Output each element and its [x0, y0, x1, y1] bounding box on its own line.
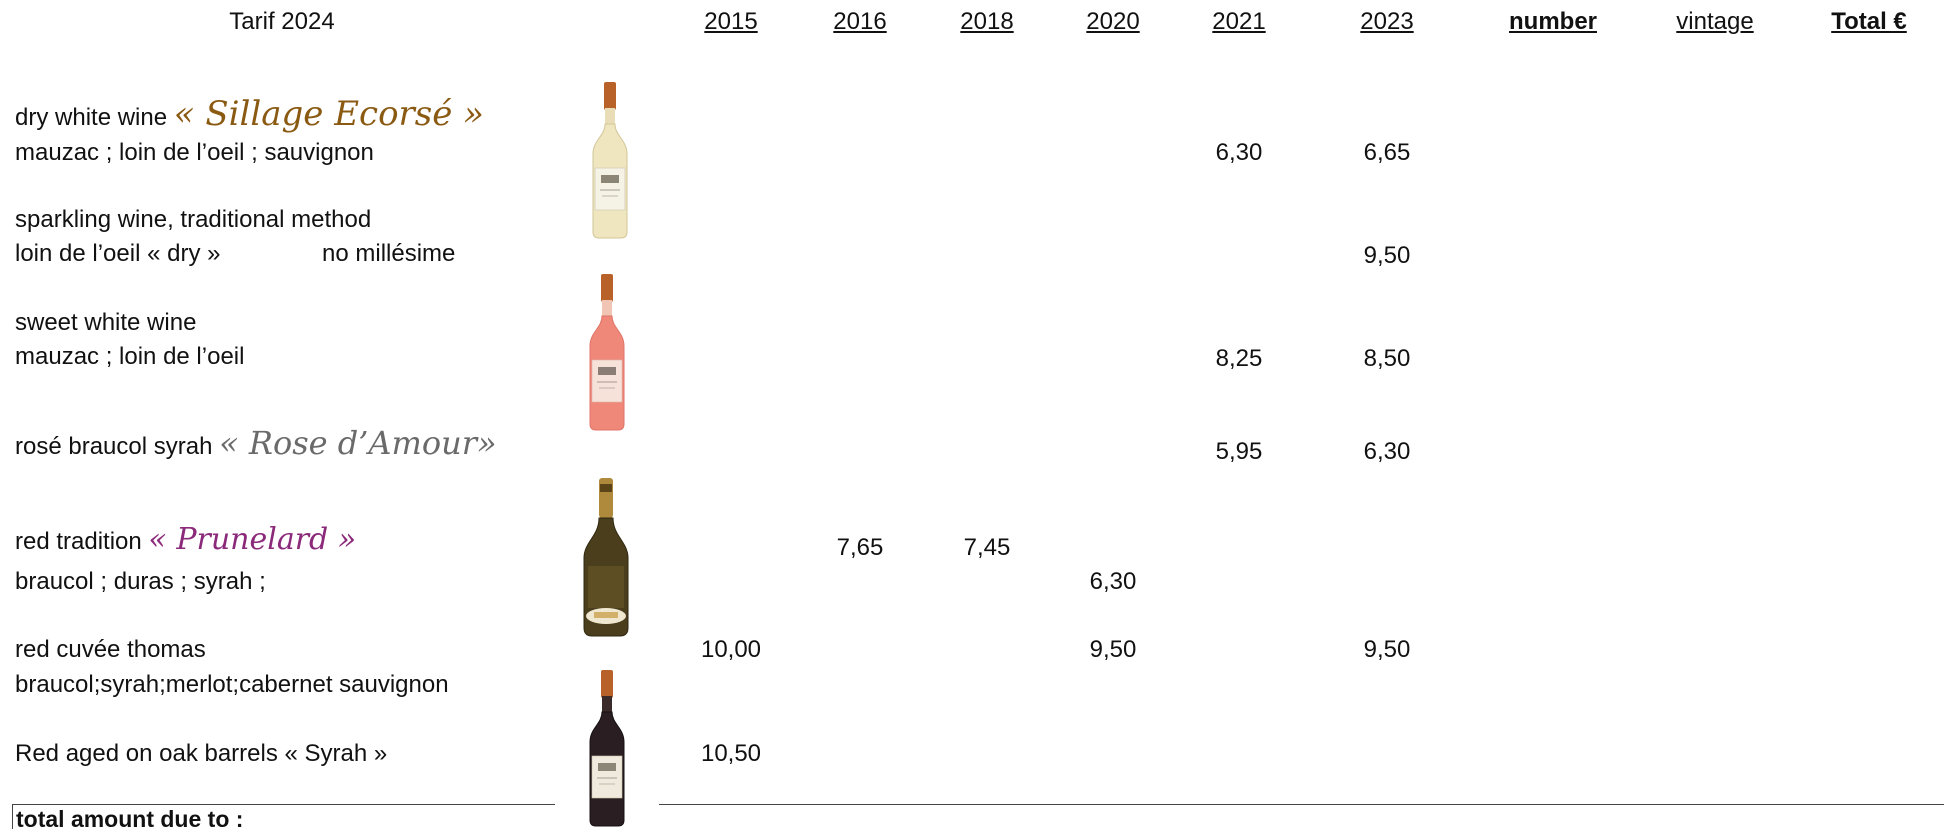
wine-grapes: loin de l’oeil « dry »: [15, 240, 221, 267]
col-2016-header: 2016: [833, 8, 887, 35]
col-number-header: number: [1508, 8, 1598, 35]
price-cell: 8,50: [1363, 345, 1411, 372]
wine-row-red-tradition: red tradition « Prunelard »: [15, 522, 356, 557]
col-vintage-header: vintage: [1676, 8, 1754, 35]
wine-label: sparkling wine, traditional method: [15, 206, 372, 233]
white-wine-bottle-icon: [592, 82, 628, 239]
wine-label: Red aged on oak barrels « Syrah »: [15, 740, 388, 767]
price-cell: 8,25: [1215, 345, 1263, 372]
price-cell: 7,65: [836, 534, 884, 561]
wine-label: rosé braucol syrah: [15, 433, 213, 460]
wine-label: sweet white wine: [15, 309, 197, 336]
price-cell: 9,50: [1363, 636, 1411, 663]
wine-grapes: mauzac ; loin de l’oeil ; sauvignon: [15, 139, 374, 166]
wine-label: dry white wine: [15, 104, 168, 131]
wine-grapes: mauzac ; loin de l’oeil: [15, 343, 245, 370]
wine-brand: « Prunelard »: [148, 522, 357, 557]
divider-right: [659, 804, 1944, 805]
wine-brand: « Sillage Ecorsé »: [173, 94, 484, 134]
page-title: Tarif 2024: [229, 8, 335, 35]
wine-label: red cuvée thomas: [15, 636, 206, 663]
wine-label: red tradition: [15, 528, 142, 555]
price-cell: 9,50: [1363, 242, 1411, 269]
col-2015-header: 2015: [704, 8, 758, 35]
wine-grapes: braucol;syrah;merlot;cabernet sauvignon: [15, 671, 449, 698]
col-2021-header: 2021: [1212, 8, 1266, 35]
sparkling-wine-bottle-icon: [583, 478, 629, 637]
divider-left: [12, 804, 555, 805]
price-cell: 7,45: [963, 534, 1011, 561]
wine-row-dry-white: dry white wine « Sillage Ecorsé »: [15, 94, 484, 134]
price-cell: 6,30: [1215, 139, 1263, 166]
price-cell: 6,30: [1089, 568, 1137, 595]
rose-wine-bottle-icon: [589, 274, 625, 431]
divider-vertical: [12, 804, 13, 829]
col-2023-header: 2023: [1360, 8, 1414, 35]
wine-brand: « Rose d’Amour»: [219, 424, 497, 462]
price-cell: 9,50: [1089, 636, 1137, 663]
col-2018-header: 2018: [960, 8, 1014, 35]
total-amount-label: total amount due to :: [16, 806, 244, 832]
price-cell: 6,30: [1363, 438, 1411, 465]
wine-note: no millésime: [322, 240, 456, 267]
price-cell: 5,95: [1215, 438, 1263, 465]
price-cell: 10,50: [700, 740, 762, 767]
wine-row-rose: rosé braucol syrah « Rose d’Amour»: [15, 424, 497, 462]
red-wine-bottle-icon: [589, 670, 625, 827]
col-2020-header: 2020: [1086, 8, 1140, 35]
col-total-header: Total €: [1831, 8, 1907, 35]
price-cell: 10,00: [700, 636, 762, 663]
wine-grapes: braucol ; duras ; syrah ;: [15, 568, 266, 595]
price-cell: 6,65: [1363, 139, 1411, 166]
